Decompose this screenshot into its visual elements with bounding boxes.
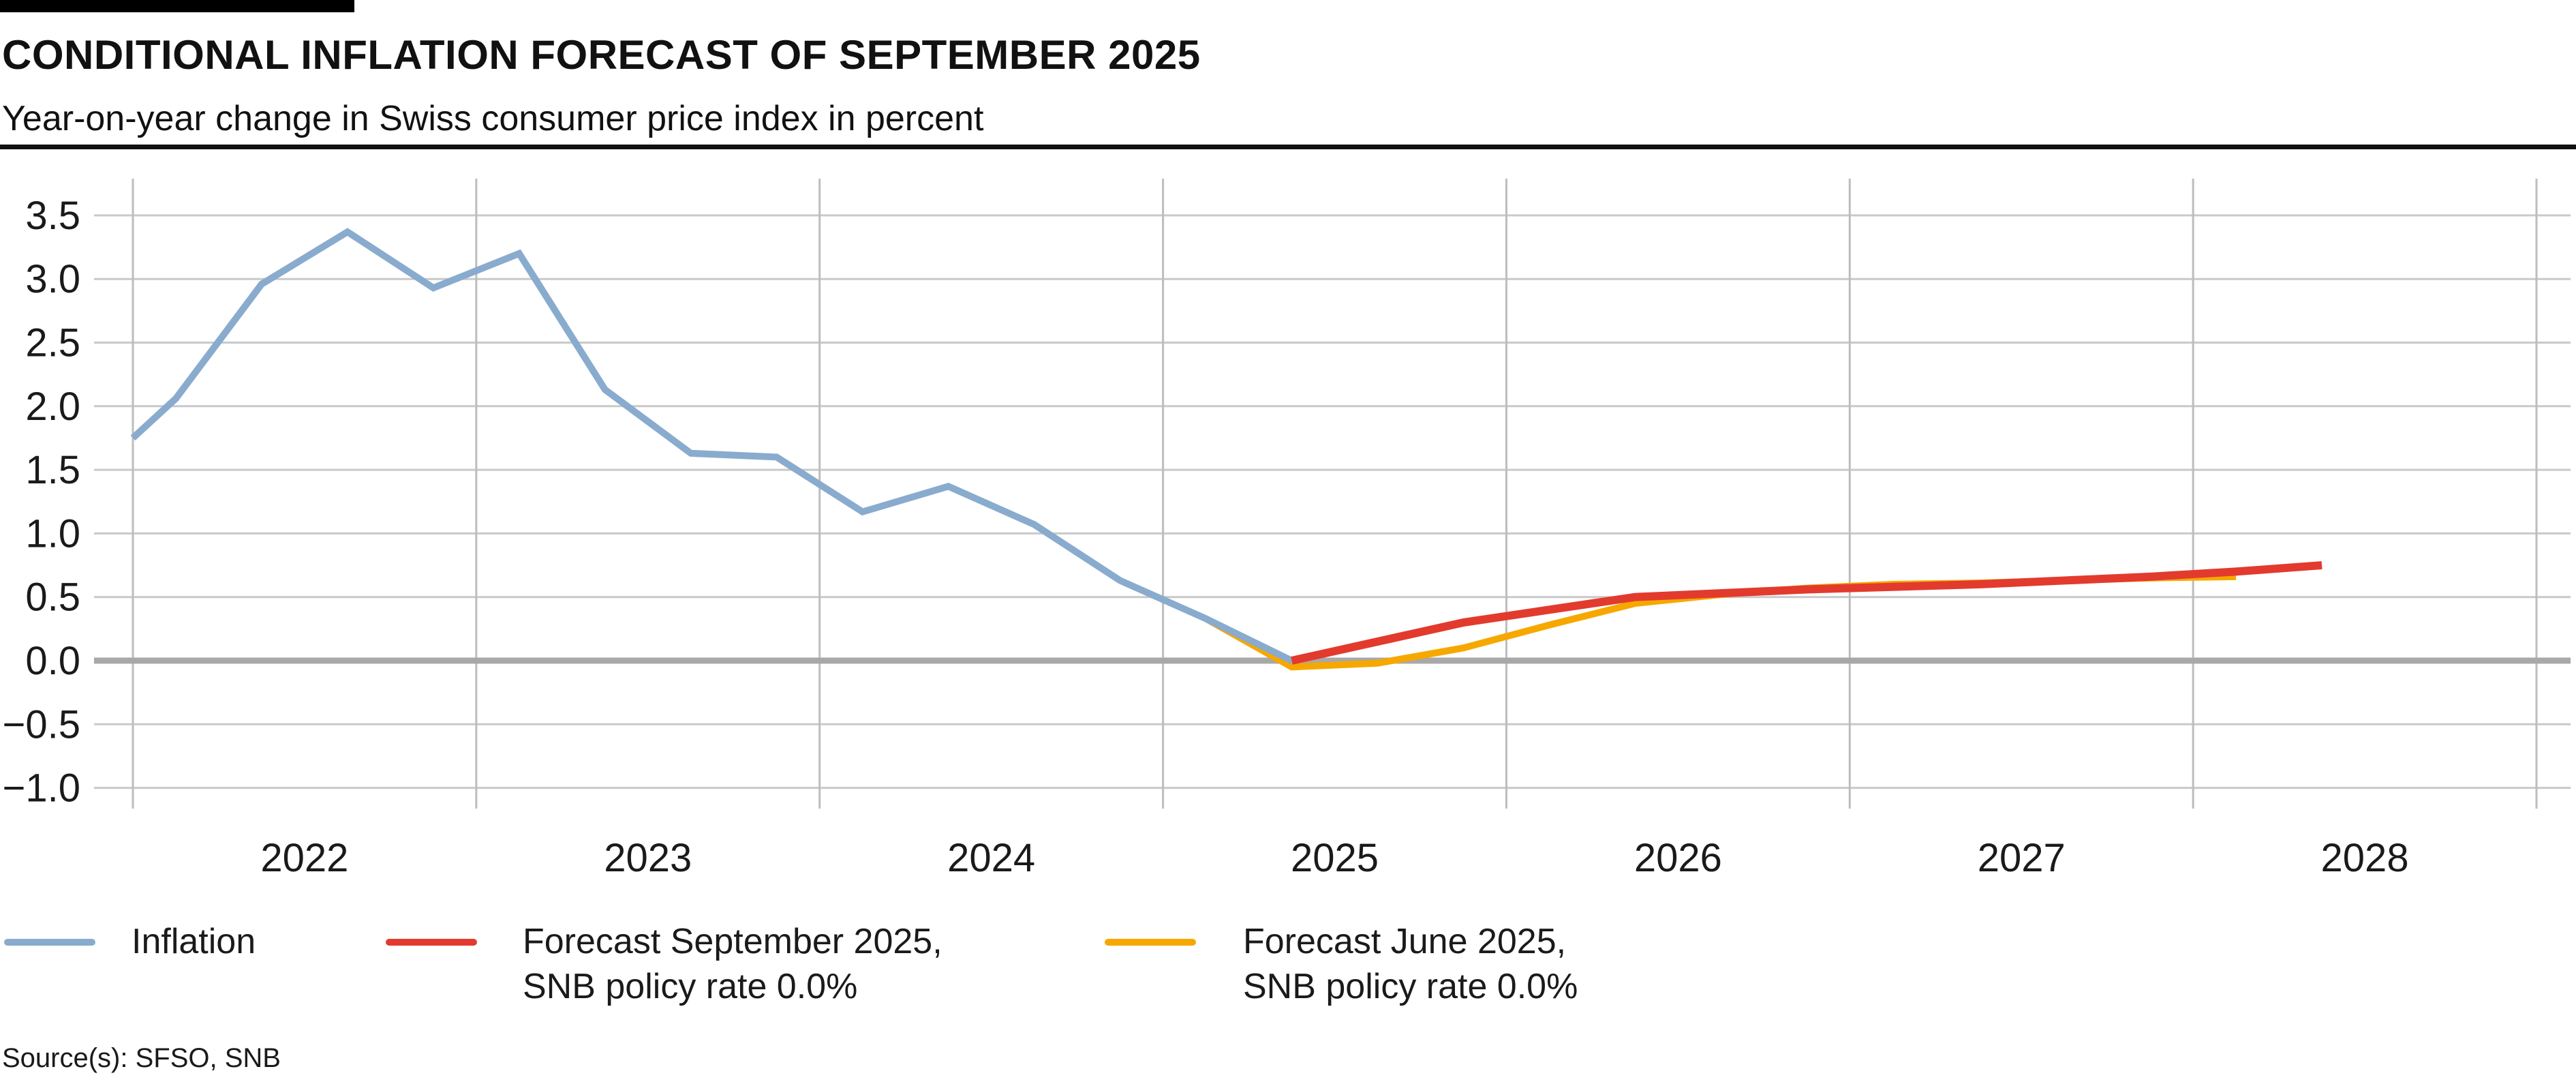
- source-note: Source(s): SFSO, SNB: [2, 1043, 281, 1073]
- chart-subtitle: Year-on-year change in Swiss consumer pr…: [2, 99, 984, 138]
- legend-label-line: SNB policy rate 0.0%: [523, 967, 858, 1006]
- header-divider-rule: [0, 145, 2576, 149]
- y-tick-label: 0.0: [25, 639, 80, 683]
- y-tick-label: −1.0: [3, 766, 81, 811]
- x-tick-label: 2026: [1634, 836, 1722, 880]
- y-tick-label: 1.0: [25, 511, 80, 556]
- chart-title: CONDITIONAL INFLATION FORECAST OF SEPTEM…: [2, 32, 1201, 78]
- forecast-september-line: [1291, 561, 2322, 665]
- y-tick-label: 3.0: [25, 257, 80, 301]
- legend-label-line: Forecast June 2025,: [1243, 922, 1567, 961]
- y-tick-label: −0.5: [3, 702, 81, 747]
- top-black-bar: [0, 0, 354, 12]
- legend-label-line: SNB policy rate 0.0%: [1243, 967, 1578, 1006]
- legend-label-inflation: Inflation: [132, 919, 256, 964]
- y-tick-label: 0.5: [25, 575, 80, 620]
- x-tick-label: 2025: [1291, 836, 1379, 880]
- legend-label-line: Forecast September 2025,: [523, 922, 942, 961]
- x-tick-label: 2024: [947, 836, 1035, 880]
- inflation-line-swatch: [4, 939, 95, 946]
- legend-label-forecast-september: Forecast September 2025, SNB policy rate…: [523, 919, 942, 1009]
- inflation-line: [130, 228, 1293, 664]
- y-tick-label: 3.5: [25, 194, 80, 238]
- legend-label-line: Inflation: [132, 922, 256, 961]
- x-tick-label: 2022: [260, 836, 348, 880]
- y-tick-label: 1.5: [25, 448, 80, 492]
- y-tick-label: 2.5: [25, 321, 80, 365]
- forecast-june-line-swatch: [1105, 939, 1196, 946]
- x-tick-label: 2028: [2321, 836, 2409, 880]
- x-tick-label: 2023: [604, 836, 692, 880]
- forecast-september-line-swatch: [386, 939, 477, 946]
- legend-label-forecast-june: Forecast June 2025, SNB policy rate 0.0%: [1243, 919, 1578, 1009]
- x-tick-label: 2027: [1978, 836, 2066, 880]
- y-tick-label: 2.0: [25, 385, 80, 429]
